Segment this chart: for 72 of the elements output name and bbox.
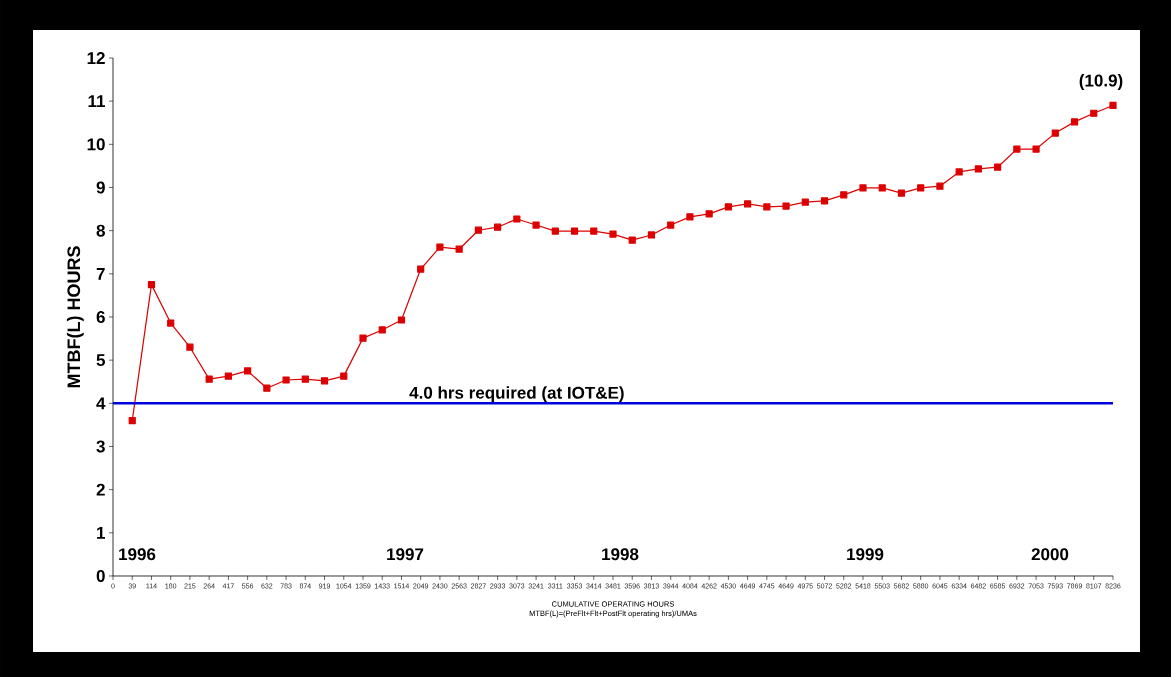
point (436, 243, 444, 251)
point (513, 215, 521, 223)
point (551, 227, 559, 235)
point (128, 416, 136, 425)
point (340, 372, 348, 380)
point (147, 281, 156, 289)
annotation: 2000 (1031, 548, 1069, 561)
point (686, 213, 694, 221)
point (282, 376, 290, 384)
point (590, 227, 598, 235)
point (801, 198, 809, 206)
point (320, 377, 329, 385)
y-axis-title: MTBF(L) HOURS (66, 246, 84, 388)
point (397, 316, 406, 324)
annotation: 1997 (387, 548, 424, 561)
point (647, 231, 656, 239)
ref-line-label: 4.0 hrs required (at IOT&E) (409, 386, 624, 403)
point (1013, 145, 1021, 153)
y-tick-label: 8 (96, 224, 105, 237)
point (1051, 129, 1059, 137)
y-tick-label: 3 (96, 440, 105, 453)
point (244, 367, 252, 375)
point (570, 227, 579, 235)
point (820, 197, 829, 205)
point (378, 326, 386, 334)
point (186, 343, 194, 351)
point (359, 334, 367, 342)
point (1032, 145, 1040, 153)
point (1109, 101, 1117, 110)
point (859, 184, 867, 192)
y-tick-label: 1 (97, 526, 106, 539)
y-tick-label: 12 (87, 52, 105, 64)
point (609, 230, 617, 238)
point (167, 319, 175, 327)
annotation: 1999 (847, 548, 884, 561)
point (917, 184, 925, 192)
point (628, 236, 636, 244)
point (301, 375, 309, 383)
point (897, 189, 906, 197)
annotation: 1996 (119, 548, 156, 561)
point (455, 245, 463, 253)
y-tick-label: 9 (96, 181, 105, 194)
point (994, 163, 1002, 171)
y-tick-label: 2 (96, 483, 105, 496)
point (955, 168, 963, 176)
point (532, 221, 540, 229)
point (474, 226, 482, 234)
point (974, 165, 982, 173)
point (667, 221, 675, 229)
point (494, 223, 502, 231)
y-tick-label: 4 (96, 397, 106, 410)
annotation: 1998 (602, 548, 639, 561)
point (224, 372, 232, 380)
point (782, 202, 790, 210)
point (263, 384, 271, 392)
point (936, 182, 944, 190)
y-tick-label: 7 (96, 267, 105, 280)
point (840, 191, 848, 199)
point (878, 184, 886, 192)
point (205, 375, 213, 383)
point (744, 200, 752, 208)
point (724, 203, 732, 211)
y-tick-label: 10 (87, 138, 105, 151)
annotation: (10.9) (1079, 74, 1123, 90)
point (763, 203, 771, 211)
point (1090, 109, 1098, 117)
point (705, 210, 713, 218)
y-tick-label: 5 (96, 354, 106, 367)
y-tick-label: 6 (96, 310, 105, 324)
point (1070, 118, 1079, 126)
point (417, 265, 425, 273)
y-tick-label: 11 (88, 95, 106, 107)
